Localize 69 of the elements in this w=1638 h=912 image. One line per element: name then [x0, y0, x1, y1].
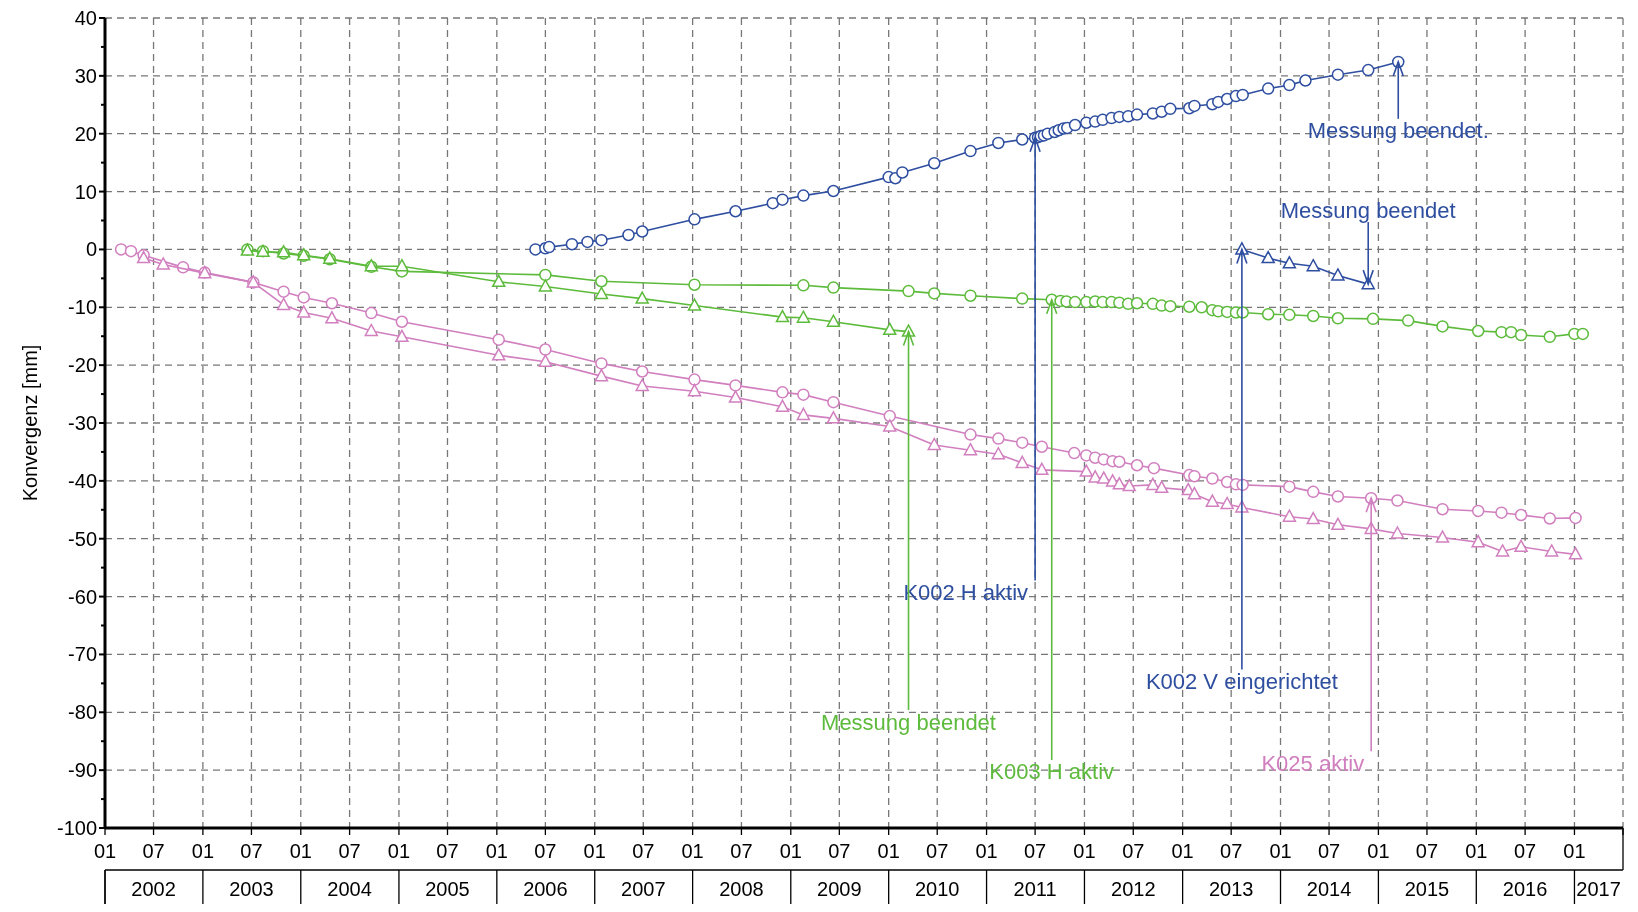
x-tick-label: 01 [583, 840, 606, 862]
x-tick-label: 01 [1367, 840, 1390, 862]
x-tick-label: 07 [1220, 840, 1243, 862]
x-tick-label: 01 [485, 840, 508, 862]
y-tick-label: -40 [68, 469, 97, 492]
x-tick-label: 07 [926, 840, 949, 862]
y-tick-label: -70 [68, 643, 97, 666]
annotation: Messung beendet. [1307, 118, 1489, 144]
x-tick-label: 01 [93, 840, 117, 862]
x-tick-label: 01 [289, 840, 312, 862]
x2-tick-label: 2016 [1502, 878, 1548, 900]
y-axis-title: Konvergenz [mm] [19, 344, 41, 502]
y-tick-label: -80 [68, 701, 97, 724]
x-tick-label: 07 [828, 840, 851, 862]
x2-tick-label: 2005 [425, 878, 470, 900]
x-tick-label: 01 [1171, 840, 1194, 862]
y-tick-label: 20 [74, 122, 97, 145]
y-tick-label: 10 [74, 180, 97, 203]
x2-tick-label: 2002 [131, 878, 176, 900]
x-tick-label: 01 [191, 840, 215, 862]
annotation: K025 aktiv [1261, 750, 1365, 776]
x2-tick-label: 2003 [229, 878, 274, 900]
x2-tick-label: 2015 [1404, 878, 1450, 900]
x-tick-label: 01 [1465, 840, 1488, 862]
x2-tick-label: 2012 [1111, 878, 1156, 900]
y-tick-label: 0 [85, 238, 97, 261]
annotation: Messung beendet [821, 709, 996, 735]
x-tick-label: 07 [436, 840, 459, 862]
annotation: Messung beendet [1280, 197, 1456, 223]
annotation: K002 V eingerichtet [1145, 669, 1338, 695]
x-tick-label: 07 [142, 840, 165, 862]
y-tick-label: -20 [68, 354, 97, 377]
y-tick-label: -50 [68, 527, 97, 550]
x2-tick-label: 2017 [1576, 878, 1621, 900]
y-tick-label: -60 [68, 585, 97, 608]
x-tick-label: 01 [1563, 840, 1586, 862]
x-tick-label: 01 [1269, 840, 1292, 862]
x-tick-label: 01 [1073, 840, 1096, 862]
x-tick-label: 07 [730, 840, 753, 862]
x-tick-label: 07 [338, 840, 361, 862]
x-tick-label: 07 [1122, 840, 1145, 862]
y-tick-label: -90 [68, 759, 97, 782]
y-tick-label: 30 [74, 64, 97, 87]
x-tick-label: 01 [877, 840, 900, 862]
x-tick-label: 01 [975, 840, 998, 862]
x2-tick-label: 2006 [523, 878, 568, 900]
x-tick-label: 07 [1317, 840, 1341, 862]
annotation: K003 H aktiv [989, 759, 1115, 785]
y-tick-label: -100 [56, 817, 97, 839]
x-tick-label: 07 [1415, 840, 1439, 862]
x-tick-label: 07 [534, 840, 557, 862]
x2-tick-label: 2007 [621, 878, 666, 900]
x-tick-label: 07 [632, 840, 655, 862]
x2-tick-label: 2014 [1306, 878, 1352, 900]
x2-tick-label: 2011 [1013, 878, 1057, 900]
x-tick-label: 07 [1513, 840, 1537, 862]
x2-tick-label: 2013 [1208, 878, 1254, 900]
x2-tick-label: 2004 [327, 878, 372, 900]
x2-tick-label: 2010 [914, 878, 960, 900]
y-tick-label: 40 [74, 7, 97, 29]
x-tick-label: 01 [681, 840, 704, 862]
x-tick-label: 07 [240, 840, 263, 862]
x-tick-label: 07 [1023, 840, 1047, 862]
x-tick-label: 01 [779, 840, 802, 862]
y-tick-label: -10 [68, 296, 97, 319]
x-tick-label: 01 [387, 840, 411, 862]
x2-tick-label: 2008 [719, 878, 764, 900]
y-tick-label: -30 [68, 412, 97, 434]
x2-tick-label: 2009 [817, 878, 862, 900]
